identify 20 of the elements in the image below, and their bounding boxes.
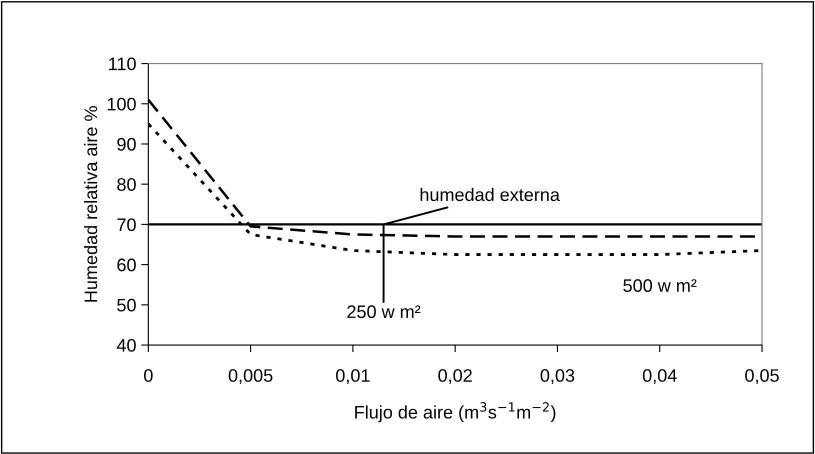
y-tick-label: 40	[116, 338, 136, 352]
x-tick-label: 0,05	[745, 369, 779, 384]
series-label: 500 w m²	[623, 279, 697, 292]
x-tick-label: 0	[144, 369, 153, 382]
y-axis-title: Humedad relativa aire %	[84, 106, 98, 302]
series-label: humedad externa	[420, 188, 560, 202]
x-tick-label: 0,005	[228, 369, 272, 384]
y-tick-label: 70	[117, 218, 136, 232]
x-tick-label: 0,01	[336, 369, 370, 384]
y-tick-label: 80	[117, 178, 136, 191]
x-tick-label: 0,02	[438, 369, 472, 384]
y-tick-label: 50	[117, 298, 136, 312]
x-tick-label: 0,03	[540, 369, 574, 384]
y-tick-label: 110	[109, 57, 136, 70]
y-tick-label: 90	[117, 138, 136, 151]
x-tick-label: 0,04	[642, 369, 677, 384]
y-tick-label: 60	[117, 258, 136, 272]
x-axis-title: Flujo de aire (m$^{3}$s$^{−1}$m$^{−2}$)	[355, 402, 556, 422]
y-tick-label: 100	[108, 98, 136, 110]
text: 250 w m²	[347, 305, 420, 318]
